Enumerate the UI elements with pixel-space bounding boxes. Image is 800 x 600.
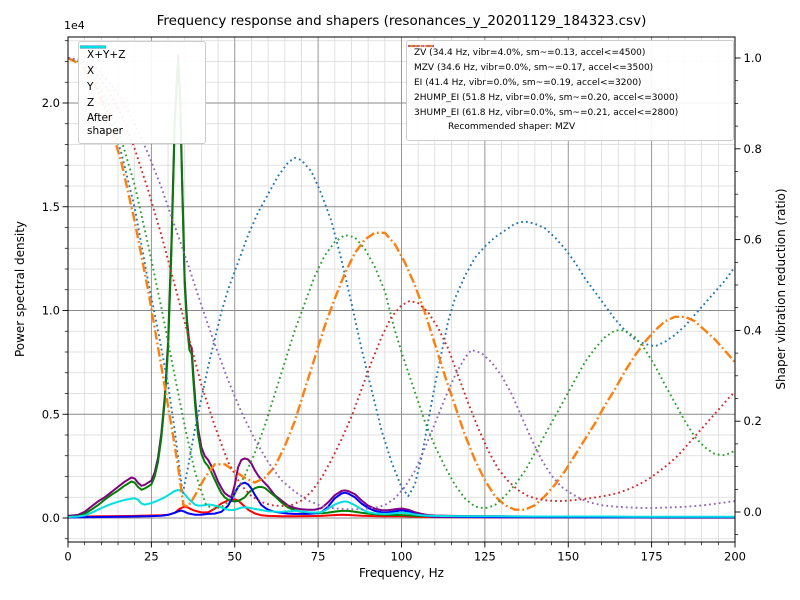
y-right-tick-label: 0.0 [744, 505, 762, 519]
x-tick-label: 200 [724, 550, 746, 564]
tick-labels: 0 25 50 75 100 125 150 175 200 0.0 0.5 1.0 1.5 2.0 0.0… [42, 51, 762, 564]
legend-label: 2HUMP_EI (51.8 Hz, vibr=0.0%, sm~=0.20, … [414, 92, 679, 103]
y-right-tick-label: 0.6 [744, 233, 762, 247]
legend-item-x: X [80, 45, 197, 79]
series-after_shaper [68, 489, 735, 518]
legend-label: After shaper [87, 112, 124, 137]
legend-label: 3HUMP_EI (61.8 Hz, vibr=0.0%, sm~=0.21, … [414, 107, 679, 118]
x-tick-label: 25 [144, 550, 159, 564]
legend-psd: X+Y+Z X Y Z After shaper [78, 41, 206, 144]
chart-title: Frequency response and shapers (resonanc… [156, 13, 647, 29]
x-tick-label: 150 [557, 550, 579, 564]
legend-item-y: Y [80, 45, 197, 95]
legend-label: Z [87, 96, 95, 109]
y-right-tick-label: 0.8 [744, 142, 762, 156]
x-tick-label: 125 [474, 550, 496, 564]
legend-item-3hump_ei: 3HUMP_EI (61.8 Hz, vibr=0.0%, sm~=0.21, … [408, 45, 726, 120]
legend-label: X [87, 64, 95, 77]
y-left-tick-label: 1.0 [42, 304, 60, 318]
y-left-tick-label: 0.0 [42, 511, 60, 525]
legend-item-zv: ZV (34.4 Hz, vibr=4.0%, sm~=0.13, accel<… [408, 45, 726, 61]
y-axis-right-label: Shaper vibration reduction (ratio) [774, 188, 788, 390]
legend-item-after_shaper: After shaper [80, 45, 197, 138]
y-axis-offset-label: 1e4 [64, 19, 85, 32]
legend-item-2hump_ei: 2HUMP_EI (51.8 Hz, vibr=0.0%, sm~=0.20, … [408, 45, 726, 105]
series-xyz [68, 54, 735, 519]
series-mzv [68, 56, 735, 511]
y-right-tick-label: 0.4 [744, 323, 762, 337]
x-axis-label: Frequency, Hz [359, 566, 444, 580]
legend-item-mzv: MZV (34.6 Hz, vibr=0.0%, sm~=0.17, accel… [408, 44, 726, 76]
legend-item-ei: EI (41.4 Hz, vibr=0.0%, sm~=0.19, accel<… [408, 45, 726, 91]
recommended-shaper-note: Recommended shaper: MZV [448, 122, 576, 133]
x-tick-label: 0 [64, 550, 71, 564]
legend-line-swatch [408, 44, 434, 48]
legend-label: ZV (34.4 Hz, vibr=4.0%, sm~=0.13, accel<… [414, 48, 646, 59]
series-2hump_ei [68, 57, 735, 508]
legend-label: Y [87, 80, 94, 93]
legend-shapers: ZV (34.4 Hz, vibr=4.0%, sm~=0.13, accel<… [406, 40, 734, 141]
axis-ticks [62, 40, 741, 548]
y-right-tick-label: 1.0 [744, 51, 762, 65]
x-tick-label: 100 [391, 550, 413, 564]
y-left-tick-label: 0.5 [42, 407, 60, 421]
x-tick-label: 75 [311, 550, 326, 564]
x-tick-label: 50 [227, 550, 242, 564]
legend-item-z: Z [80, 45, 197, 111]
y-left-tick-label: 1.5 [42, 200, 60, 214]
series-ei [68, 57, 735, 511]
legend-label: EI (41.4 Hz, vibr=0.0%, sm~=0.19, accel<… [414, 77, 642, 88]
y-right-tick-label: 0.2 [744, 414, 762, 428]
y-left-tick-label: 2.0 [42, 96, 60, 110]
legend-recommended-note-row: Recommended shaper: MZV [414, 120, 726, 135]
legend-label: X+Y+Z [87, 48, 126, 61]
legend-line-swatch [80, 45, 106, 49]
chart-series [68, 54, 735, 519]
legend-line-swatch [408, 45, 434, 47]
series-3hump_ei [68, 57, 735, 511]
series-zv [68, 57, 735, 498]
legend-label: MZV (34.6 Hz, vibr=0.0%, sm~=0.17, accel… [414, 63, 654, 74]
x-tick-label: 175 [641, 550, 663, 564]
y-axis-left-label: Power spectral density [13, 220, 27, 358]
